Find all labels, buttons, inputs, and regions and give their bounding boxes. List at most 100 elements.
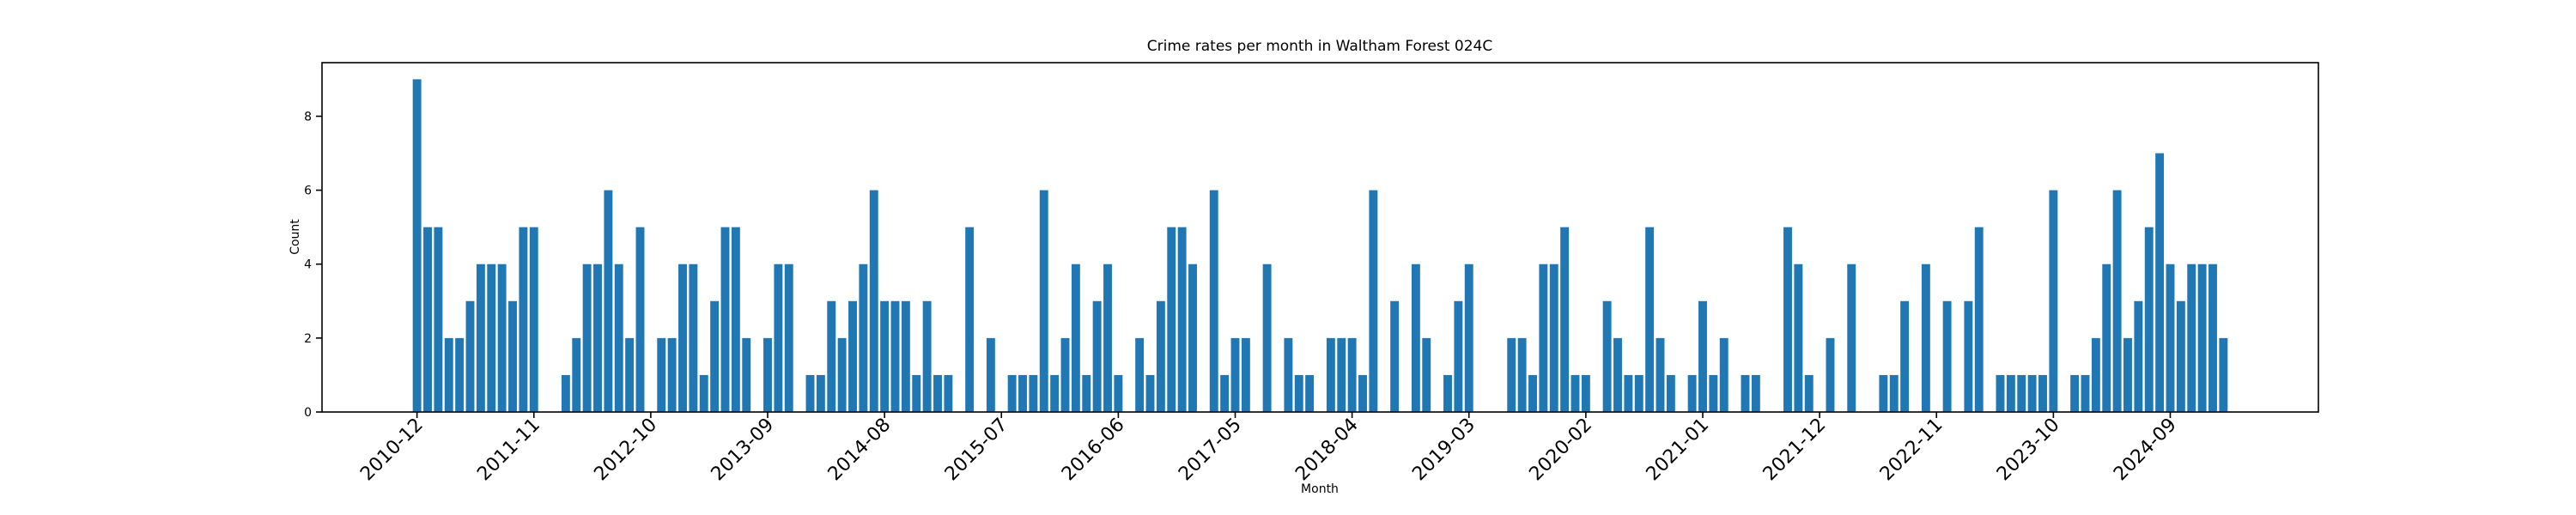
bar: [1964, 300, 1973, 412]
bar: [1613, 337, 1622, 412]
bar: [699, 374, 708, 412]
bar: [1751, 374, 1760, 412]
bar: [1156, 300, 1165, 412]
bar: [742, 337, 751, 412]
bar: [2166, 264, 2175, 412]
bar: [2102, 264, 2111, 412]
bar: [2123, 337, 2132, 412]
bar: [2112, 190, 2122, 413]
bar: [1900, 300, 1910, 412]
bar: [837, 337, 847, 412]
bar: [2187, 264, 2196, 412]
bar: [1879, 374, 1888, 412]
bar: [944, 374, 953, 412]
bar: [487, 264, 496, 412]
x-tick-label: 2012-10: [590, 415, 661, 486]
bar: [1571, 374, 1580, 412]
y-axis-label: Count: [289, 219, 302, 255]
bar: [784, 264, 793, 412]
y-tick-label: 6: [304, 185, 312, 198]
bar: [1560, 227, 1570, 412]
bar: [848, 300, 857, 412]
x-axis-label: Month: [1301, 482, 1339, 496]
bar: [689, 264, 698, 412]
bar: [455, 337, 465, 412]
bar: [1996, 374, 2005, 412]
bar: [912, 374, 921, 412]
bar: [1145, 374, 1155, 412]
bar: [1369, 190, 1378, 413]
bar: [1284, 337, 1293, 412]
bar: [1741, 374, 1750, 412]
x-tick-label: 2021-12: [1759, 415, 1831, 486]
bar: [1018, 374, 1027, 412]
bar: [1305, 374, 1315, 412]
bar: [465, 300, 475, 412]
bar: [774, 264, 783, 412]
bar: [2155, 153, 2165, 412]
bar: [720, 227, 730, 412]
bar: [1029, 374, 1038, 412]
bar: [922, 300, 932, 412]
bar: [2208, 264, 2217, 412]
bar: [1826, 337, 1835, 412]
bar: [529, 227, 538, 412]
x-tick-label: 2015-07: [941, 415, 1012, 486]
bar: [1230, 337, 1240, 412]
bar: [1082, 374, 1091, 412]
bar: [2091, 337, 2100, 412]
bar: [635, 227, 645, 412]
bar: [2049, 190, 2058, 413]
bar: [572, 337, 581, 412]
bar: [412, 79, 422, 412]
bar: [561, 374, 570, 412]
bar: [604, 190, 613, 413]
bar: [710, 300, 720, 412]
bar: [2144, 227, 2154, 412]
bar: [1103, 264, 1112, 412]
bar: [859, 264, 868, 412]
bar: [1709, 374, 1718, 412]
bar: [1645, 227, 1655, 412]
bar: [1528, 374, 1537, 412]
bar: [1624, 374, 1633, 412]
bar: [1411, 264, 1420, 412]
bar: [582, 264, 592, 412]
bar: [1921, 264, 1930, 412]
bar: [1114, 374, 1123, 412]
bar: [1549, 264, 1558, 412]
bar: [1666, 374, 1675, 412]
bar: [901, 300, 910, 412]
bar: [2176, 300, 2185, 412]
bar: [1039, 190, 1048, 413]
y-tick-label: 4: [304, 258, 312, 272]
bar: [2134, 300, 2143, 412]
bar: [1634, 374, 1643, 412]
x-tick-label: 2011-11: [473, 415, 544, 486]
bar: [1326, 337, 1335, 412]
bar: [1135, 337, 1145, 412]
y-tick-label: 8: [304, 110, 312, 124]
bar: [593, 264, 602, 412]
bar: [1507, 337, 1516, 412]
bar: [1517, 337, 1527, 412]
bar: [2081, 374, 2090, 412]
bar: [678, 264, 687, 412]
bar: [497, 264, 507, 412]
bar: [1358, 374, 1367, 412]
bar: [1294, 374, 1303, 412]
bar: [2219, 337, 2228, 412]
bar: [869, 190, 878, 413]
bar: [1656, 337, 1665, 412]
bar: [1464, 264, 1473, 412]
bar: [2038, 374, 2047, 412]
bar: [1167, 227, 1176, 412]
bar: [1092, 300, 1102, 412]
bar: [1390, 300, 1400, 412]
bar: [2197, 264, 2207, 412]
bar: [1177, 227, 1187, 412]
bar: [880, 300, 890, 412]
bar: [2006, 374, 2015, 412]
